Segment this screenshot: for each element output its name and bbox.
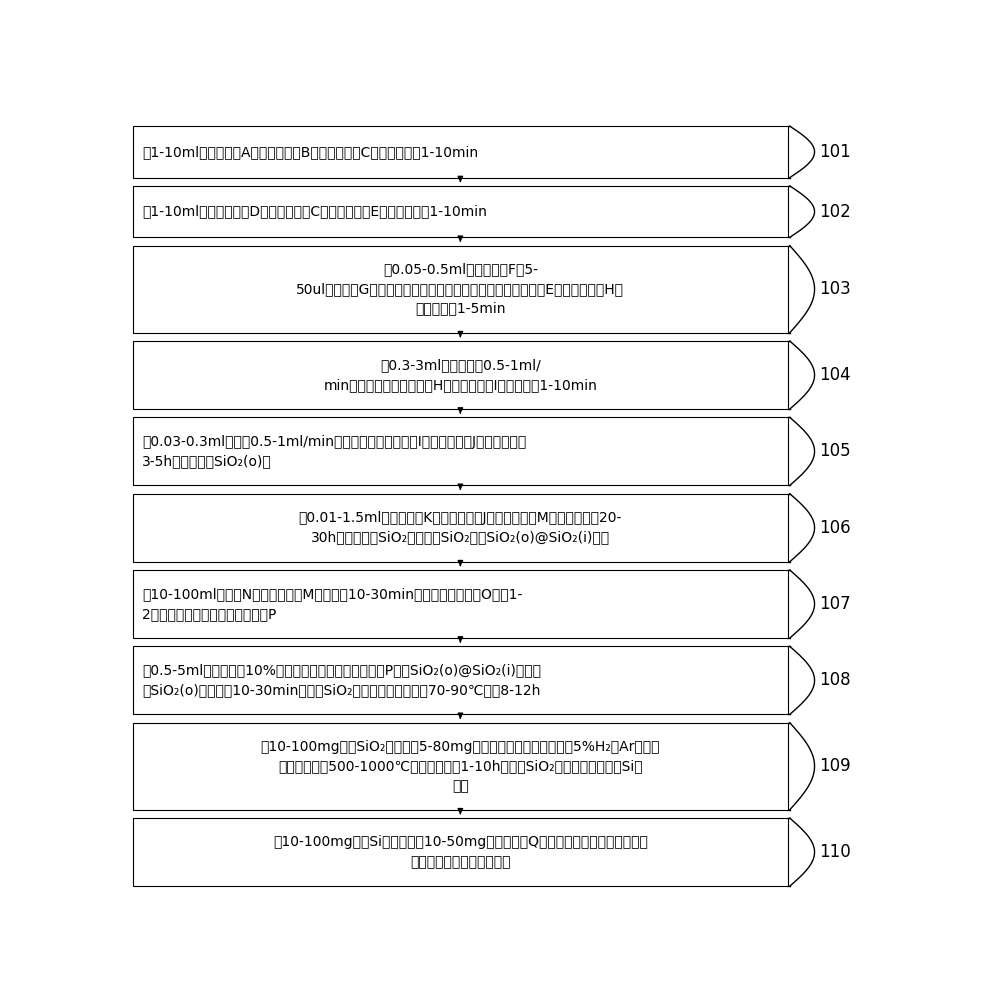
Text: 106: 106	[819, 519, 851, 537]
Bar	[132, 818, 788, 886]
Text: 将0.3-3ml去离子水以0.5-1ml/
min的速度滴加到所述溶液H中，形成溶液I，室温搁拌1-10min: 将0.3-3ml去离子水以0.5-1ml/ min的速度滴加到所述溶液H中，形成…	[323, 358, 598, 392]
Text: 将0.03-0.3ml氨水以0.5-1ml/min的速度滴加到所述溶液I中，形成溶液J，室温下搁拌
3-5h，形成有机SiO₂(o)球: 将0.03-0.3ml氨水以0.5-1ml/min的速度滴加到所述溶液I中，形成…	[142, 435, 527, 468]
Text: 108: 108	[819, 671, 851, 689]
Text: 将10-100ml沉淠劑N加到所述溶液M中，静置10-30min得到沉淠，用溶劑O清活1-
2次，分散到去离子水中形成溶液P: 将10-100ml沉淠劑N加到所述溶液M中，静置10-30min得到沉淠，用溶劑…	[142, 587, 523, 621]
Text: 将0.05-0.5ml硅盐化合物F和5-
50ul硅烷试劑G混合均匀形成前驱体溶液，缓慢滴加到所述溶液E中，形成溶液H，
室温下搁拌1-5min: 将0.05-0.5ml硅盐化合物F和5- 50ul硅烷试劑G混合均匀形成前驱体溶…	[297, 263, 624, 316]
Text: 将10-100mg所述Si空心球负载10-50mg贵金属粒子Q，得到纳米空心硅球负载贵金
属高效光傅化劑，离心干燥: 将10-100mg所述Si空心球负载10-50mg贵金属粒子Q，得到纳米空心硅球…	[273, 835, 648, 869]
Text: 109: 109	[819, 757, 851, 775]
Bar	[132, 646, 788, 714]
Text: 将10-100mg所述SiO₂空心球和5-80mg镁粉混合，研磨，放入含有5%H₂的Ar气氛下
的管式炉中，500-1000℃的条件下反应1-10h，所述SiO: 将10-100mg所述SiO₂空心球和5-80mg镁粉混合，研磨，放入含有5%H…	[260, 740, 660, 793]
Text: 103: 103	[819, 280, 851, 298]
Text: 101: 101	[819, 143, 851, 161]
Bar	[132, 126, 788, 178]
Bar	[132, 723, 788, 810]
Text: 105: 105	[819, 442, 851, 460]
Text: 107: 107	[819, 595, 851, 613]
Bar	[132, 186, 788, 237]
Text: 将1-10ml表面活性劑A缓慢加到溶劑B中，形成溶液C，室温下搁拌1-10min: 将1-10ml表面活性劑A缓慢加到溶劑B中，形成溶液C，室温下搁拌1-10min	[142, 145, 478, 159]
Bar	[132, 417, 788, 485]
Bar	[132, 341, 788, 409]
Bar	[132, 246, 788, 333]
Bar	[132, 570, 788, 638]
Text: 用0.5-5ml质量浓度为10%的氢氟酸水溶液刻蚀所述溶液P中的SiO₂(o)@SiO₂(i)结构中
的SiO₂(o)层，反应10-30min，得到SiO₂空心: 用0.5-5ml质量浓度为10%的氢氟酸水溶液刻蚀所述溶液P中的SiO₂(o)@…	[142, 664, 541, 697]
Text: 110: 110	[819, 843, 851, 861]
Text: 102: 102	[819, 203, 851, 221]
Text: 104: 104	[819, 366, 851, 384]
Text: 将1-10ml助表面活性劑D加入所述溶液C中，形成溶液E，室温下搁拌1-10min: 将1-10ml助表面活性劑D加入所述溶液C中，形成溶液E，室温下搁拌1-10mi…	[142, 205, 487, 219]
Text: 将0.01-1.5ml硅盐化合物K加到所述溶液J中，形成溶液M，室温下搁拌20-
30h，形成无机SiO₂包覆有机SiO₂球的SiO₂(o)@SiO₂(i)结构: 将0.01-1.5ml硅盐化合物K加到所述溶液J中，形成溶液M，室温下搁拌20-…	[299, 511, 622, 544]
Bar	[132, 494, 788, 562]
